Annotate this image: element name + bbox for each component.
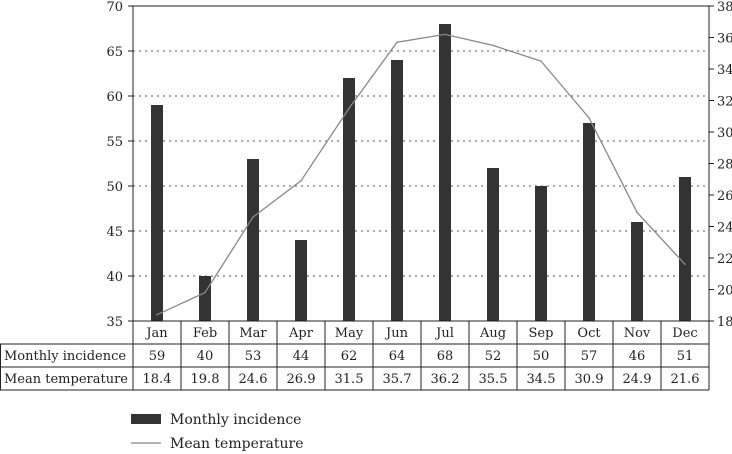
right-axis-tick-label: 38 [717, 0, 732, 15]
x-axis-category-label: Jun [384, 326, 409, 341]
bar-jul [439, 24, 451, 321]
plot-frame [132, 5, 710, 322]
table-cell: 53 [245, 349, 262, 364]
line-series-mean-temperature [156, 33, 686, 316]
right-axis-tick-label: 28 [717, 158, 732, 173]
bar-may [343, 78, 355, 321]
table-cell: 50 [533, 349, 550, 364]
table-cell: 26.9 [287, 372, 316, 387]
table-cell: 68 [437, 349, 454, 364]
temp-point-jul [444, 33, 446, 36]
x-axis-category-label: Oct [577, 326, 601, 341]
x-axis-category-label: Jan [144, 326, 168, 341]
temp-point-aug [492, 44, 494, 47]
mean-temperature-line [156, 33, 686, 316]
temp-point-jun [396, 41, 398, 44]
table-cell: 34.5 [527, 372, 556, 387]
axes [128, 5, 714, 322]
table-cell: 40 [197, 349, 214, 364]
table-cell: 18.4 [143, 372, 172, 387]
legend-label: Mean temperature [170, 436, 304, 452]
table-cell: 30.9 [575, 372, 604, 387]
temp-point-apr [300, 180, 302, 182]
bar-apr [295, 240, 307, 321]
bar-series-monthly-incidence [151, 24, 691, 321]
left-axis-tick-label: 60 [106, 90, 123, 105]
legend-label: Monthly incidence [170, 412, 301, 428]
x-axis-category-label: Aug [479, 326, 506, 341]
table-cell: 21.6 [671, 372, 700, 387]
x-axis-category-label: Dec [672, 326, 697, 341]
table-cell: 52 [485, 349, 502, 364]
bar-dec [679, 177, 691, 321]
temp-point-sep [540, 60, 542, 62]
x-axis-category-label: Mar [239, 326, 267, 341]
x-axis-category-label: Feb [193, 326, 217, 341]
right-axis-tick-label: 36 [717, 32, 732, 47]
bar-mar [247, 159, 259, 321]
table-cell: 57 [581, 349, 598, 364]
bar-aug [487, 168, 499, 321]
bar-nov [631, 222, 643, 321]
table-cell: 59 [149, 349, 166, 364]
temp-point-feb [204, 291, 206, 294]
left-axis-tick-label: 70 [106, 0, 123, 15]
left-axis-tick-label: 65 [106, 45, 123, 60]
left-axis-tick-label: 55 [106, 135, 123, 150]
right-axis-tick-label: 18 [717, 315, 732, 330]
x-axis-category-label: Sep [529, 326, 554, 341]
gridlines [133, 50, 709, 277]
table-cell: 35.7 [383, 372, 412, 387]
table-cell: 19.8 [191, 372, 220, 387]
bar-sep [535, 186, 547, 321]
temp-point-nov [636, 211, 638, 214]
table-cell: 44 [293, 349, 310, 364]
left-axis-tick-label: 40 [106, 270, 123, 285]
legend: Monthly incidence Mean temperature [131, 412, 304, 452]
table-cell: 31.5 [335, 372, 364, 387]
right-axis-tick-label: 30 [717, 126, 732, 141]
bar-oct [583, 123, 595, 321]
right-axis-tick-label: 26 [717, 189, 732, 204]
temp-point-mar [252, 216, 254, 218]
legend-swatch-bar [131, 414, 161, 424]
table-cell: 51 [677, 349, 694, 364]
left-axis-tick-label: 45 [106, 225, 123, 240]
left-axis-tick-label: 35 [106, 315, 123, 330]
temp-point-jan [156, 313, 158, 316]
right-axis-tick-label: 20 [717, 284, 732, 299]
table-cell: 36.2 [431, 372, 460, 387]
temp-point-may [348, 107, 350, 110]
right-axis-tick-label: 22 [717, 252, 732, 267]
data-table: Jan Feb Mar Apr May Jun Jul Aug Sep Oct Nov Dec Mont… [0, 321, 710, 391]
table-cell: 35.5 [479, 372, 508, 387]
right-axis-tick-label: 24 [717, 221, 732, 236]
left-axis-tick-label: 50 [106, 180, 123, 195]
bar-feb [199, 276, 211, 321]
x-axis-category-label: Jul [434, 326, 454, 341]
table-cell: 62 [341, 349, 358, 364]
bar-jan [151, 105, 163, 321]
bar-jun [391, 60, 403, 321]
temp-point-dec [684, 263, 686, 266]
table-cell: 64 [389, 349, 406, 364]
x-axis-category-label: May [335, 326, 364, 341]
table-cell: 24.9 [623, 372, 652, 387]
right-axis-tick-label: 32 [717, 95, 732, 110]
x-axis-category-label: Apr [288, 326, 314, 341]
table-cell: 46 [629, 349, 646, 364]
x-axis-category-label: Nov [624, 326, 651, 341]
table-cell: 24.6 [239, 372, 268, 387]
temp-point-oct [588, 117, 590, 119]
right-axis-tick-label: 34 [717, 63, 732, 78]
table-row-label: Monthly incidence [4, 349, 126, 364]
table-row-label: Mean temperature [4, 372, 128, 387]
tick-labels: 35 40 45 50 55 60 65 70 18 20 22 24 26 28 30 32 34 36 38 [106, 0, 732, 330]
